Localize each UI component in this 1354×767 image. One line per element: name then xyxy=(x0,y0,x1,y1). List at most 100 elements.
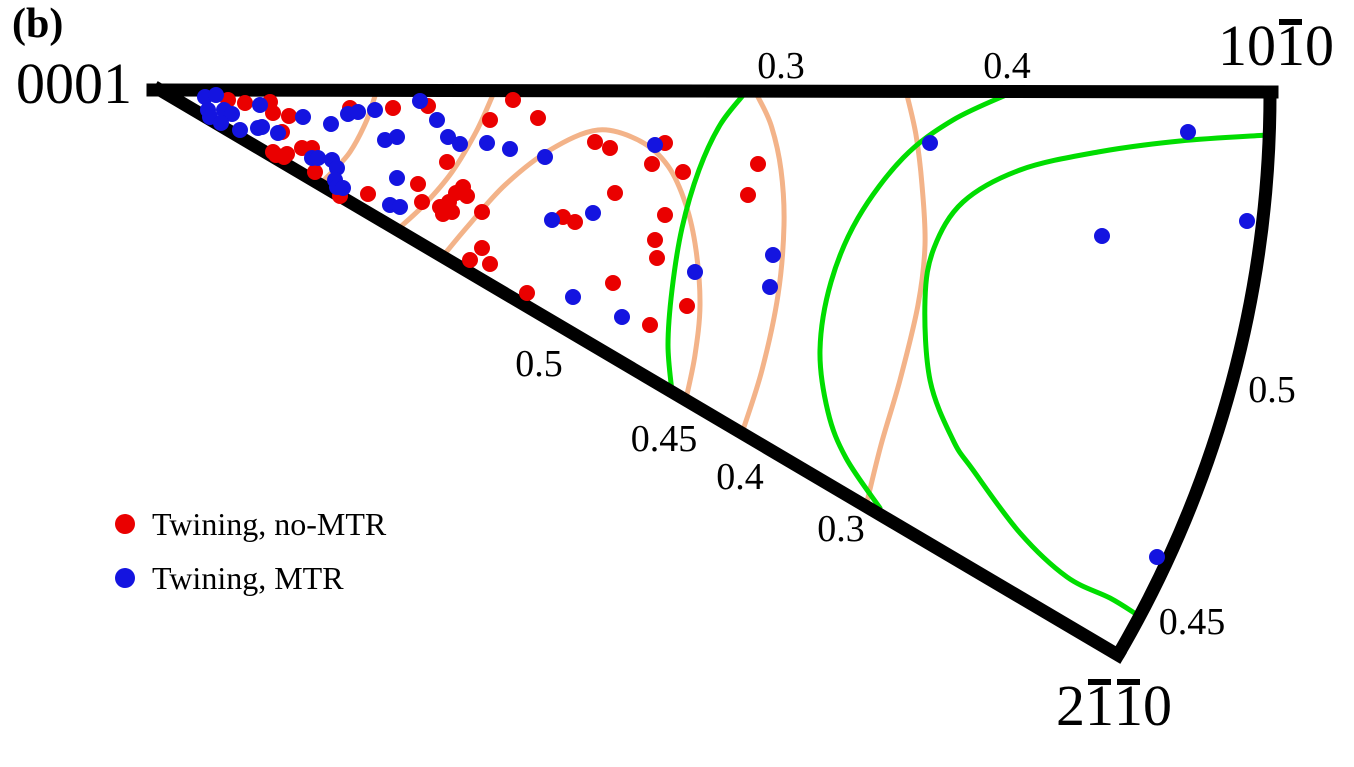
digit: 0 xyxy=(16,51,45,116)
data-point-blue xyxy=(585,205,601,221)
data-point-red xyxy=(307,164,323,180)
data-point-blue xyxy=(295,109,311,125)
data-point-red xyxy=(237,95,253,111)
data-point-red xyxy=(644,156,660,172)
scatter-series-no-mtr xyxy=(220,92,766,333)
green-contour-line xyxy=(922,132,1271,617)
data-point-red xyxy=(642,317,658,333)
data-point-blue xyxy=(329,160,345,176)
triangle-hypotenuse-edge xyxy=(151,81,1127,664)
data-point-blue xyxy=(412,93,428,109)
data-point-red xyxy=(385,100,401,116)
data-point-blue xyxy=(270,125,286,141)
contour-value-label: 0.4 xyxy=(983,45,1031,87)
orange-contour-line xyxy=(395,94,495,232)
data-point-red xyxy=(587,134,603,150)
panel-label: (b) xyxy=(12,1,64,47)
data-point-blue xyxy=(765,247,781,263)
data-point-blue xyxy=(389,170,405,186)
data-point-red xyxy=(505,92,521,108)
data-point-blue xyxy=(392,199,408,215)
data-point-red xyxy=(675,164,691,180)
digit-with-overbar: 1 xyxy=(1114,673,1143,738)
data-point-blue xyxy=(440,129,456,145)
data-point-red xyxy=(607,185,623,201)
digit: 0 xyxy=(1143,673,1172,738)
data-point-blue xyxy=(479,135,495,151)
data-point-blue xyxy=(647,137,663,153)
contour-labels-group: 0.3 0.4 0.5 0.45 0.4 0.3 0.5 0.45 xyxy=(515,45,1296,643)
data-point-blue xyxy=(335,180,351,196)
data-point-blue xyxy=(922,135,938,151)
data-point-red xyxy=(414,194,430,210)
data-point-blue xyxy=(252,97,268,113)
data-point-red xyxy=(462,252,478,268)
data-point-red xyxy=(482,256,498,272)
contour-value-label: 0.4 xyxy=(716,456,764,498)
contour-value-label: 0.5 xyxy=(515,343,563,385)
green-contour-line xyxy=(817,89,1016,511)
data-point-blue xyxy=(1149,549,1165,565)
contour-value-label: 0.3 xyxy=(817,508,865,550)
data-point-blue xyxy=(429,112,445,128)
data-point-blue xyxy=(208,87,224,103)
data-point-blue xyxy=(389,129,405,145)
contour-value-label: 0.3 xyxy=(757,45,805,87)
scatter-series-mtr xyxy=(197,87,1255,565)
data-point-blue xyxy=(452,136,468,152)
data-point-red xyxy=(602,140,618,156)
data-point-red xyxy=(474,204,490,220)
data-point-red xyxy=(649,250,665,266)
data-point-blue xyxy=(377,132,393,148)
digit: 0 xyxy=(45,51,74,116)
data-point-red xyxy=(530,110,546,126)
data-point-blue xyxy=(1239,213,1255,229)
contour-value-label: 0.45 xyxy=(1159,601,1226,643)
data-point-red xyxy=(567,214,583,230)
legend: Twining, no-MTR Twining, MTR xyxy=(115,506,387,596)
digit-with-overbar: 1 xyxy=(1085,673,1114,738)
data-point-blue xyxy=(213,115,229,131)
contour-value-label: 0.45 xyxy=(631,418,698,460)
digit-with-overbar: 1 xyxy=(1276,13,1305,78)
data-point-red xyxy=(519,285,535,301)
digit: 0 xyxy=(74,51,103,116)
corner-label-10-10: 1010 xyxy=(1218,13,1334,78)
digit: 2 xyxy=(1056,673,1085,738)
data-point-red xyxy=(740,187,756,203)
data-point-red xyxy=(750,156,766,172)
data-point-blue xyxy=(254,119,270,135)
data-point-red xyxy=(439,154,455,170)
data-point-blue xyxy=(367,102,383,118)
data-point-blue xyxy=(614,309,630,325)
data-point-red xyxy=(459,188,475,204)
data-point-blue xyxy=(323,116,339,132)
data-point-blue xyxy=(502,141,518,157)
digit: 0 xyxy=(1247,13,1276,78)
data-point-red xyxy=(435,206,451,222)
data-point-red xyxy=(265,105,281,121)
data-point-red xyxy=(647,232,663,248)
orange-contour-line xyxy=(863,92,928,509)
data-point-red xyxy=(657,207,673,223)
corner-label-0001: 0001 xyxy=(16,51,132,116)
legend-label-no-mtr: Twining, no-MTR xyxy=(152,506,387,542)
data-point-red xyxy=(360,186,376,202)
data-point-red xyxy=(679,298,695,314)
data-point-red xyxy=(276,149,292,165)
data-point-red xyxy=(605,275,621,291)
data-point-blue xyxy=(565,289,581,305)
green-contour-group xyxy=(665,89,1271,617)
digit: 1 xyxy=(1218,13,1247,78)
data-point-blue xyxy=(762,279,778,295)
triangle-top-edge xyxy=(146,83,1279,99)
data-point-blue xyxy=(310,150,326,166)
triangle-border xyxy=(146,81,1279,664)
data-point-blue xyxy=(537,149,553,165)
data-point-red xyxy=(482,112,498,128)
contour-value-label: 0.5 xyxy=(1248,369,1296,411)
data-point-red xyxy=(410,176,426,192)
orange-contour-group xyxy=(317,92,928,509)
